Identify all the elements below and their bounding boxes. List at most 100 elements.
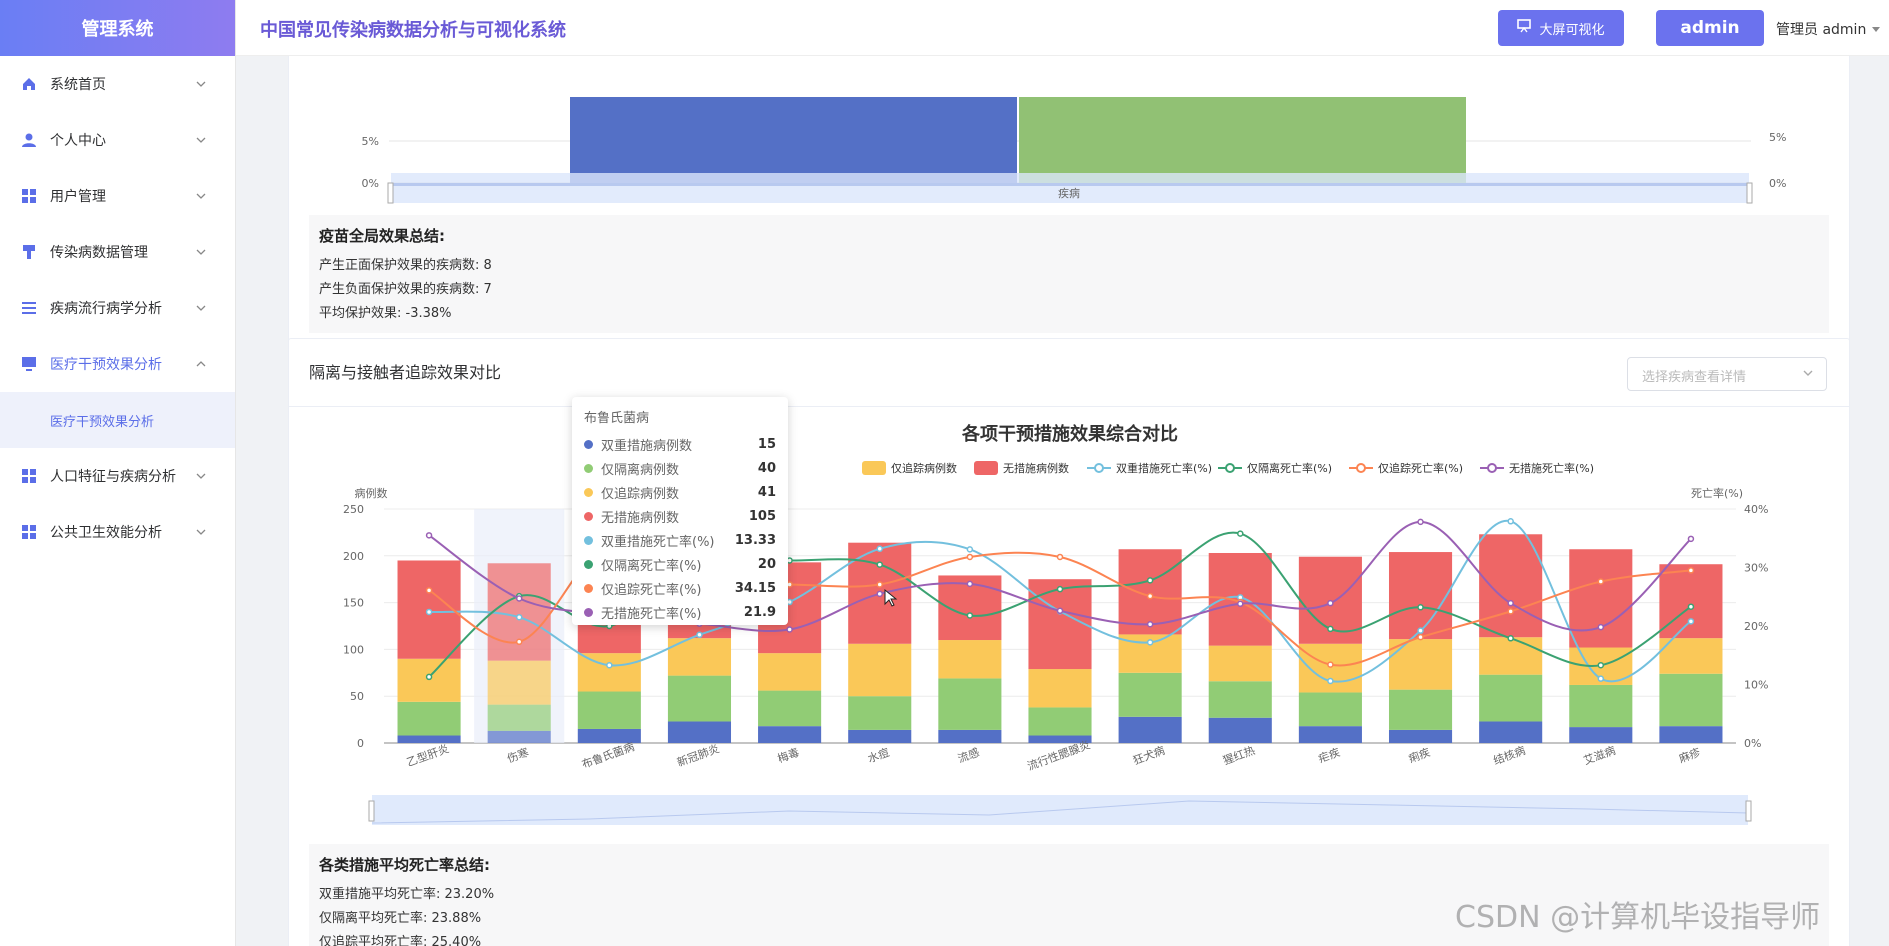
legend-dot-icon [584, 583, 593, 593]
bar-segment [1118, 672, 1182, 717]
sidebar-item-3[interactable]: 传染病数据管理 [0, 224, 235, 280]
tooltip-row: 双重措施病例数 15 [584, 432, 776, 456]
bar-segment [577, 728, 641, 743]
sidebar-item-label: 人口特征与疾病分析 [50, 469, 176, 485]
sidebar-item-label: 传染病数据管理 [50, 245, 148, 261]
x-tick-label: 乙型肝炎 [405, 741, 451, 769]
bar-segment [1569, 549, 1633, 648]
y-tick-label: 5% [362, 135, 379, 148]
disease-select-placeholder: 选择疾病查看详情 [1642, 370, 1747, 385]
line-point [966, 553, 974, 561]
legend-marker [1356, 463, 1366, 473]
bar-segment [1028, 579, 1092, 670]
sidebar-item-6[interactable]: 人口特征与疾病分析 [0, 448, 235, 504]
disease-select[interactable]: 选择疾病查看详情 [1627, 357, 1827, 391]
bar-segment [1118, 549, 1182, 635]
line-point [1507, 599, 1514, 607]
user-label: 管理员 admin [1776, 22, 1867, 38]
bar-segment [1388, 639, 1453, 690]
tooltip-value: 13.33 [734, 532, 776, 548]
line-point [1597, 661, 1605, 669]
bar-segment [1028, 669, 1092, 708]
legend-marker [1225, 463, 1235, 473]
top-header: 中国常见传染病数据分析与可视化系统 大屏可视化 admin 管理员 admin [236, 0, 1889, 56]
chevron-down-icon [195, 246, 207, 262]
legend-marker [1487, 463, 1497, 473]
legend-dot-icon [584, 487, 593, 497]
legend-label: 无措施死亡率(%) [1509, 461, 1594, 475]
y2-tick-label: 10% [1744, 679, 1768, 692]
line-point [1507, 635, 1514, 642]
x-tick-label: 布鲁氏菌病 [580, 739, 636, 771]
x-tick-label: 新冠肺炎 [675, 741, 721, 769]
grid-icon [20, 187, 38, 205]
legend-swatch [974, 461, 998, 475]
tooltip-label: 无措施死亡率(%) [601, 606, 702, 622]
bar-segment [1208, 717, 1272, 743]
sidebar-item-2[interactable]: 用户管理 [0, 168, 235, 224]
bar-segment [1659, 638, 1723, 674]
y2-axis-name: 死亡率(%) [1691, 486, 1743, 500]
sidebar-item-4[interactable]: 疾病流行病学分析 [0, 280, 235, 336]
line-point [1687, 567, 1695, 574]
bar-segment [1479, 534, 1543, 638]
isolation-summary-title: 各类措施平均死亡率总结: [319, 856, 490, 874]
line-point [515, 595, 523, 602]
legend-label: 无措施病例数 [1003, 461, 1069, 475]
legend-dot-icon [584, 511, 593, 521]
user-dropdown[interactable]: 管理员 admin [1776, 19, 1881, 39]
sidebar-item-5[interactable]: 医疗干预效果分析 [0, 336, 235, 392]
tooltip-value: 21.9 [743, 604, 776, 620]
sidebar-subitem-intervention[interactable]: 医疗干预效果分析 [0, 392, 235, 448]
line-point [1327, 677, 1334, 685]
tooltip-label: 双重措施死亡率(%) [601, 534, 715, 550]
line-point [1597, 623, 1605, 631]
isolation-card-header: 隔离与接触者追踪效果对比 选择疾病查看详情 [289, 339, 1849, 407]
line-point [786, 626, 793, 633]
isolation-summary: 各类措施平均死亡率总结: 双重措施平均死亡率: 23.20% 仅隔离平均死亡率:… [309, 844, 1829, 946]
big-screen-button[interactable]: 大屏可视化 [1498, 10, 1624, 46]
line-point [966, 580, 974, 588]
bar-segment [1388, 552, 1453, 640]
line-point [1507, 608, 1514, 615]
x-axis-name: 疾病 [1058, 186, 1080, 200]
sidebar-item-1[interactable]: 个人中心 [0, 112, 235, 168]
grid-icon [20, 523, 38, 541]
line-point [1597, 675, 1605, 682]
bar-segment [1118, 716, 1182, 743]
bar-segment [758, 653, 822, 691]
legend-label: 仅追踪死亡率(%) [1378, 461, 1463, 475]
tooltip-label: 仅追踪死亡率(%) [601, 582, 702, 598]
tooltip-label: 无措施病例数 [601, 510, 680, 526]
line-point [515, 613, 523, 621]
legend-label: 仅隔离死亡率(%) [1247, 461, 1332, 475]
bar-segment [487, 660, 551, 705]
x-tick-label: 艾滋病 [1582, 743, 1618, 767]
line-point [425, 532, 433, 539]
chevron-down-icon [195, 470, 207, 486]
sidebar-item-7[interactable]: 公共卫生效能分析 [0, 504, 235, 560]
line-point [966, 546, 974, 553]
chevron-down-icon [195, 190, 207, 206]
line-point [1417, 518, 1424, 526]
zoom-slider-track [391, 183, 1749, 186]
sidebar-item-label: 个人中心 [50, 133, 106, 149]
tooltip-value: 34.15 [734, 580, 776, 596]
sidebar-item-label: 系统首页 [50, 77, 106, 93]
sidebar-item-0[interactable]: 系统首页 [0, 56, 235, 112]
admin-button[interactable]: admin [1656, 10, 1764, 46]
vaccine-chart: 0% 5% 0% 5% 疾病 [362, 97, 1786, 204]
sidebar-item-label: 疾病流行病学分析 [50, 301, 162, 317]
line-point [1687, 535, 1695, 543]
line-point [1327, 661, 1334, 668]
legend-dot-icon [584, 439, 593, 449]
line-point [876, 581, 883, 588]
y-tick-label: 150 [343, 597, 364, 610]
y-tick-label: 100 [343, 643, 364, 656]
big-screen-label: 大屏可视化 [1539, 22, 1605, 38]
x-tick-label: 流感 [956, 745, 981, 766]
y-tick-label: 0% [362, 177, 379, 190]
bar-segment [758, 726, 822, 743]
bar-segment [758, 690, 822, 727]
